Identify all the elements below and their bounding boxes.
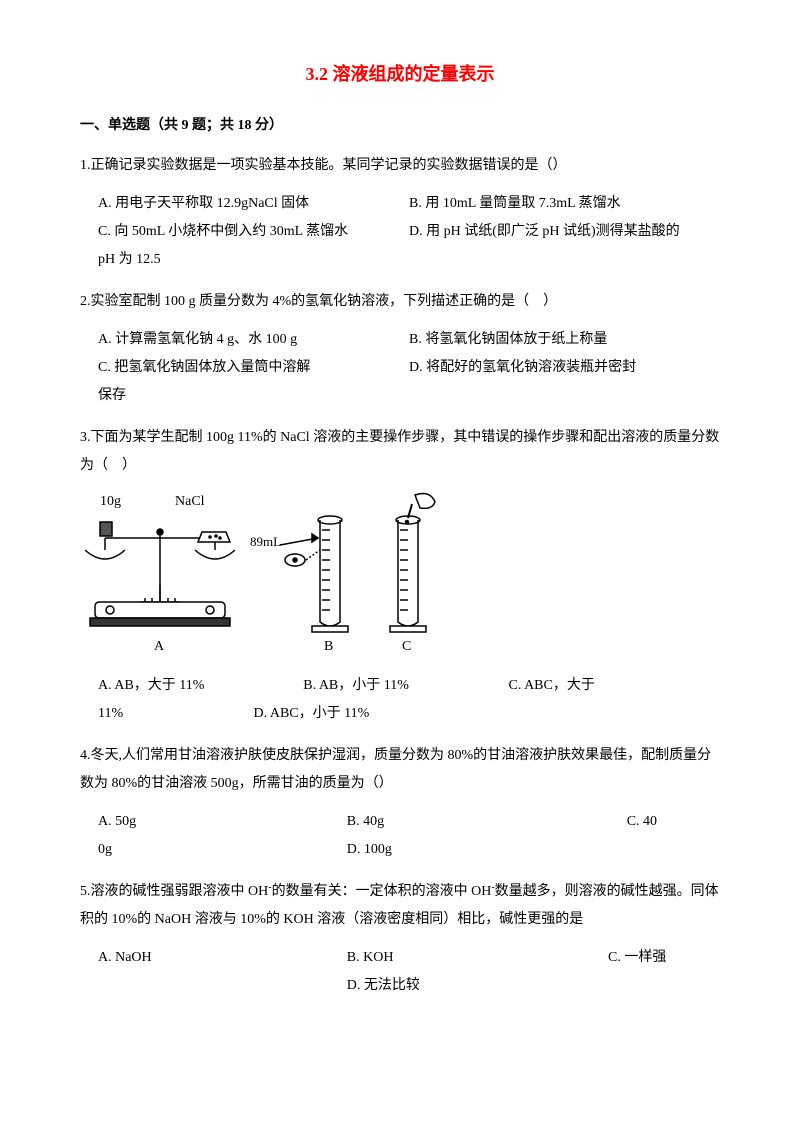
q3-opt-a: A. AB，大于 11% xyxy=(98,672,303,700)
q1-stem: 1.正确记录实验数据是一项实验基本技能。某同学记录的实验数据错误的是（） xyxy=(80,152,720,180)
document-title: 3.2 溶液组成的定量表示 xyxy=(80,60,720,86)
q2-opt-d: D. 将配好的氢氧化钠溶液装瓶并密封 xyxy=(409,354,720,382)
question-4: 4.冬天,人们常用甘油溶液护肤使皮肤保护湿润，质量分数为 80%的甘油溶液护肤效… xyxy=(80,742,720,864)
question-5: 5.溶液的碱性强弱跟溶液中 OH-的数量有关：一定体积的溶液中 OH-数量越多，… xyxy=(80,878,720,1000)
q5-opt-b: B. KOH xyxy=(347,944,608,972)
q3-opt-c-cont: 11% xyxy=(98,700,254,728)
q5-opt-c-spacer xyxy=(98,972,347,1000)
question-1: 1.正确记录实验数据是一项实验基本技能。某同学记录的实验数据错误的是（） A. … xyxy=(80,152,720,274)
q2-options: A. 计算需氢氧化钠 4 g、水 100 g B. 将氢氧化钠固体放于纸上称量 … xyxy=(80,326,720,410)
cylinder-c-icon xyxy=(390,494,435,632)
q1-opt-c: C. 向 50mL 小烧杯中倒入约 30mL 蒸馏水 xyxy=(98,218,409,246)
q2-opt-c: C. 把氢氧化钠固体放入量筒中溶解 xyxy=(98,354,409,382)
q3-options: A. AB，大于 11% B. AB，小于 11% C. ABC，大于 11% … xyxy=(80,672,720,728)
q2-stem: 2.实验室配制 100 g 质量分数为 4%的氢氧化钠溶液，下列描述正确的是（ … xyxy=(80,288,720,316)
label-b: B xyxy=(324,639,333,654)
label-nacl: NaCl xyxy=(175,494,205,509)
q4-opt-b: B. 40g xyxy=(347,808,627,836)
balance-icon xyxy=(85,522,235,626)
q3-opt-d: D. ABC，小于 11% xyxy=(254,700,721,728)
label-89ml: 89mL xyxy=(250,534,281,549)
q3-opt-c: C. ABC，大于 xyxy=(509,672,720,700)
q4-opt-c: C. 40 xyxy=(627,808,720,836)
q4-stem: 4.冬天,人们常用甘油溶液护肤使皮肤保护湿润，质量分数为 80%的甘油溶液护肤效… xyxy=(80,742,720,798)
q1-opt-d: D. 用 pH 试纸(即广泛 pH 试纸)测得某盐酸的 xyxy=(409,218,720,246)
cylinder-b-icon xyxy=(280,516,348,632)
q4-options: A. 50g B. 40g C. 40 0g D. 100g xyxy=(80,808,720,864)
label-a: A xyxy=(154,639,165,654)
q2-opt-d-cont: 保存 xyxy=(98,382,720,410)
q5-options: A. NaOH B. KOH C. 一样强 D. 无法比较 xyxy=(80,944,720,1000)
q3-figure: 10g NaCl 89mL A B C xyxy=(80,490,720,666)
q4-opt-c-cont: 0g xyxy=(98,836,347,864)
q3-opt-b: B. AB，小于 11% xyxy=(303,672,508,700)
q5-stem: 5.溶液的碱性强弱跟溶液中 OH-的数量有关：一定体积的溶液中 OH-数量越多，… xyxy=(80,878,720,934)
section-header: 一、单选题（共 9 题；共 18 分） xyxy=(80,114,720,134)
q1-opt-d-cont: pH 为 12.5 xyxy=(98,246,720,274)
q4-opt-d: D. 100g xyxy=(347,836,720,864)
q5-opt-c: C. 一样强 xyxy=(608,944,720,972)
q2-opt-b: B. 将氢氧化钠固体放于纸上称量 xyxy=(409,326,720,354)
q4-opt-a: A. 50g xyxy=(98,808,347,836)
question-2: 2.实验室配制 100 g 质量分数为 4%的氢氧化钠溶液，下列描述正确的是（ … xyxy=(80,288,720,410)
q1-options: A. 用电子天平称取 12.9gNaCl 固体 B. 用 10mL 量筒量取 7… xyxy=(80,190,720,274)
label-10g: 10g xyxy=(100,494,121,509)
q5-stem-mid: 的数量有关：一定体积的溶液中 OH xyxy=(272,884,492,899)
question-3: 3.下面为某学生配制 100g 11%的 NaCl 溶液的主要操作步骤，其中错误… xyxy=(80,424,720,728)
chemistry-diagram: 10g NaCl 89mL A B C xyxy=(80,490,440,655)
q2-opt-a: A. 计算需氢氧化钠 4 g、水 100 g xyxy=(98,326,409,354)
q1-opt-b: B. 用 10mL 量筒量取 7.3mL 蒸馏水 xyxy=(409,190,720,218)
q5-opt-d: D. 无法比较 xyxy=(347,972,720,1000)
q5-stem-pre: 5.溶液的碱性强弱跟溶液中 OH xyxy=(80,884,268,899)
q5-opt-a: A. NaOH xyxy=(98,944,347,972)
q1-opt-a: A. 用电子天平称取 12.9gNaCl 固体 xyxy=(98,190,409,218)
label-c: C xyxy=(402,639,411,654)
q3-stem: 3.下面为某学生配制 100g 11%的 NaCl 溶液的主要操作步骤，其中错误… xyxy=(80,424,720,480)
